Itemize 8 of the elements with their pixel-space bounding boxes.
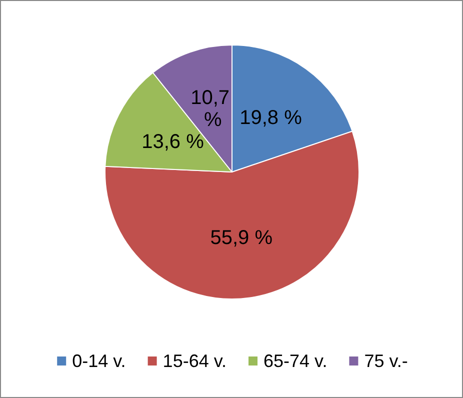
legend-label: 65-74 v.: [264, 351, 328, 371]
legend-label: 15-64 v.: [162, 351, 227, 371]
legend-label: 75 v.-: [364, 351, 408, 371]
data-label: 13,6 %: [142, 130, 204, 153]
data-label: 55,9 %: [210, 226, 273, 249]
legend-label: 0-14 v.: [72, 351, 126, 371]
data-label: 19,8 %: [240, 106, 302, 129]
data-label: 10,7 %: [190, 87, 230, 132]
